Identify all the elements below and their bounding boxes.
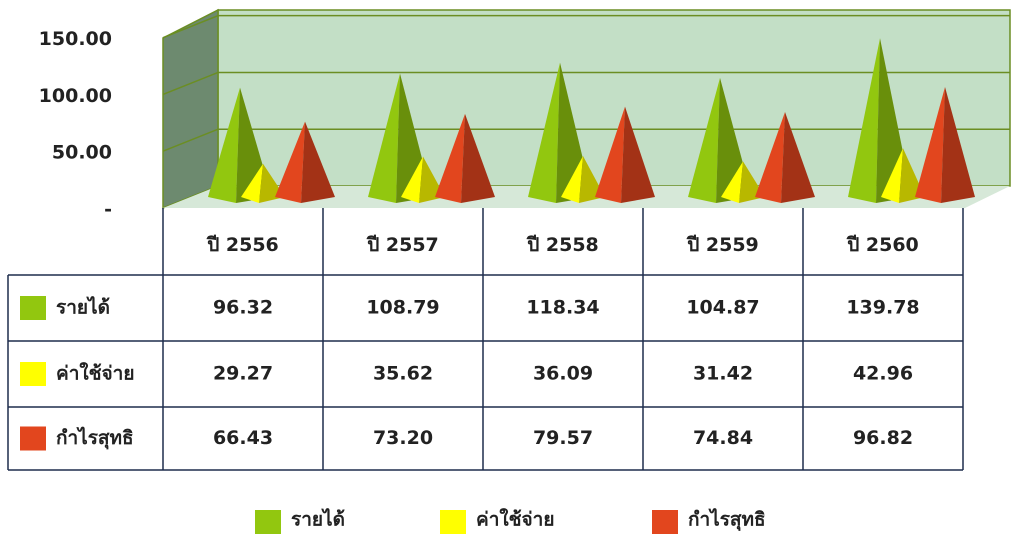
pyramid-face xyxy=(688,77,720,203)
pyramid xyxy=(435,113,495,203)
pyramid-face xyxy=(368,73,400,204)
value-label: 31.42 xyxy=(693,363,753,385)
value-label: 96.32 xyxy=(213,297,273,319)
legend-label: รายได้ xyxy=(291,508,345,531)
category-label: ปี 2557 xyxy=(366,234,438,256)
pyramid-face xyxy=(781,112,815,203)
pyramid xyxy=(275,121,335,203)
category-label: ปี 2556 xyxy=(206,234,278,256)
legend-key xyxy=(652,510,678,534)
legend-label: ค่าใช้จ่าย xyxy=(476,508,555,531)
pyramid-face xyxy=(528,62,560,204)
legend-key xyxy=(20,296,46,320)
pyramid-face xyxy=(721,161,743,203)
value-label: 73.20 xyxy=(373,427,433,449)
pyramid xyxy=(595,106,655,203)
value-label: 104.87 xyxy=(686,297,759,319)
side-wall xyxy=(162,8,219,210)
category-label: ปี 2560 xyxy=(846,234,918,256)
category-label: ปี 2559 xyxy=(686,234,758,256)
value-label: 74.84 xyxy=(693,427,753,449)
pyramid-face xyxy=(208,87,240,203)
y-tick-label: 50.00 xyxy=(52,142,112,164)
pyramid-face xyxy=(941,87,975,203)
legend-key xyxy=(20,362,46,386)
value-label: 35.62 xyxy=(373,363,433,385)
pyramid-face xyxy=(848,38,880,203)
value-label: 29.27 xyxy=(213,363,273,385)
value-label: 96.82 xyxy=(853,427,913,449)
category-label: ปี 2558 xyxy=(526,234,598,256)
value-label: 108.79 xyxy=(366,297,439,319)
pyramid-face xyxy=(621,106,655,203)
pyramid xyxy=(915,87,975,203)
series-label: ค่าใช้จ่าย xyxy=(56,362,135,385)
value-label: 42.96 xyxy=(853,363,913,385)
grid-line xyxy=(162,71,1010,96)
pyramid-face xyxy=(595,106,625,203)
grid: - 50.00 100.00 150.00 xyxy=(39,14,1010,221)
value-label: 66.43 xyxy=(213,427,273,449)
legend-key xyxy=(440,510,466,534)
legend-key xyxy=(255,510,281,534)
value-label: 139.78 xyxy=(846,297,919,319)
pyramid-face xyxy=(561,156,583,203)
y-tick-label: - xyxy=(104,199,112,221)
grid-line xyxy=(162,128,1010,152)
pyramid-face xyxy=(401,156,423,203)
pyramid-face xyxy=(301,121,335,203)
pyramid-face xyxy=(241,163,263,203)
y-tick-label: 150.00 xyxy=(39,28,112,50)
value-label: 36.09 xyxy=(533,363,593,385)
y-tick-label: 100.00 xyxy=(39,85,112,107)
pyramid-face xyxy=(881,148,903,203)
legend-key xyxy=(20,426,46,451)
series-label: กำไรสุทธิ xyxy=(56,426,134,450)
pyramid-face xyxy=(461,113,495,203)
grid-line xyxy=(162,14,1010,39)
data-table: ปี 2556 ปี 2557 ปี 2558 ปี 2559 ปี 2560 รายได… xyxy=(7,208,964,471)
pyramid-face xyxy=(915,87,945,203)
value-label: 118.34 xyxy=(526,297,599,319)
marks xyxy=(208,38,975,204)
pyramid-face xyxy=(275,121,305,203)
legend-label: กำไรสุทธิ xyxy=(688,508,766,532)
pyramid-face xyxy=(755,112,785,203)
pyramid-face xyxy=(435,113,465,203)
legend: รายได้ ค่าใช้จ่าย กำไรสุทธิ xyxy=(255,508,766,534)
value-label: 79.57 xyxy=(533,427,593,449)
series-label: รายได้ xyxy=(56,296,110,319)
pyramid xyxy=(755,112,815,203)
